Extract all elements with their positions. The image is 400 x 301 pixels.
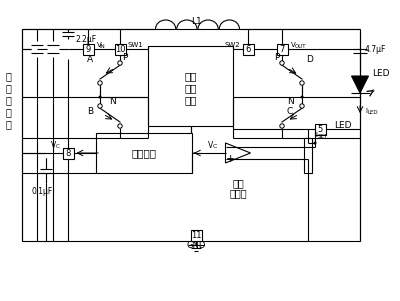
Circle shape bbox=[118, 61, 122, 65]
Text: P: P bbox=[274, 52, 280, 61]
Circle shape bbox=[314, 141, 316, 144]
Text: A: A bbox=[87, 55, 93, 64]
Text: IN: IN bbox=[100, 45, 106, 49]
Text: 7: 7 bbox=[279, 45, 285, 54]
Bar bbox=[304, 138, 312, 173]
Text: C: C bbox=[287, 107, 293, 116]
Circle shape bbox=[98, 81, 102, 85]
Circle shape bbox=[98, 104, 102, 108]
Text: N: N bbox=[109, 97, 115, 105]
Text: C: C bbox=[56, 144, 60, 150]
Text: 电: 电 bbox=[5, 107, 11, 117]
Text: 锂: 锂 bbox=[5, 71, 11, 81]
Polygon shape bbox=[226, 143, 250, 163]
Text: 子: 子 bbox=[5, 95, 11, 105]
Text: LED: LED bbox=[372, 69, 390, 77]
Text: 池: 池 bbox=[5, 119, 11, 129]
Text: 控制电路: 控制电路 bbox=[132, 148, 156, 158]
Text: I: I bbox=[365, 108, 367, 114]
Text: GND: GND bbox=[186, 241, 206, 250]
Circle shape bbox=[300, 81, 304, 85]
Text: V: V bbox=[291, 42, 296, 48]
Text: SET: SET bbox=[318, 135, 328, 139]
Bar bbox=[242, 44, 254, 54]
Circle shape bbox=[98, 95, 102, 98]
Bar bbox=[276, 44, 288, 54]
Text: V: V bbox=[51, 141, 56, 150]
Text: 电容: 电容 bbox=[184, 95, 197, 105]
Text: 栅极: 栅极 bbox=[184, 71, 197, 81]
Text: 4.7μF: 4.7μF bbox=[365, 45, 386, 54]
Bar bbox=[314, 123, 326, 135]
Polygon shape bbox=[352, 76, 368, 93]
Bar bbox=[96, 133, 192, 173]
Text: 驱动: 驱动 bbox=[184, 83, 197, 93]
Bar bbox=[82, 44, 94, 54]
Bar bbox=[148, 46, 233, 126]
Bar bbox=[190, 230, 202, 241]
Text: 8: 8 bbox=[65, 148, 71, 157]
Circle shape bbox=[280, 124, 284, 128]
Text: D: D bbox=[306, 55, 314, 64]
Circle shape bbox=[280, 61, 284, 65]
Text: OUT: OUT bbox=[295, 45, 306, 49]
Text: 10: 10 bbox=[115, 45, 125, 54]
Circle shape bbox=[300, 104, 304, 108]
Text: 5: 5 bbox=[317, 125, 323, 134]
Text: P: P bbox=[122, 52, 128, 61]
Text: V: V bbox=[208, 141, 213, 150]
Text: 放大器: 放大器 bbox=[229, 188, 247, 198]
Text: SW1: SW1 bbox=[128, 42, 144, 48]
Text: I: I bbox=[315, 132, 317, 138]
Bar bbox=[114, 44, 126, 54]
Text: 11: 11 bbox=[191, 231, 201, 240]
Text: 0.1μF: 0.1μF bbox=[32, 187, 53, 196]
Text: -: - bbox=[228, 142, 232, 152]
Text: 6: 6 bbox=[245, 45, 251, 54]
Bar bbox=[62, 147, 74, 159]
Text: LED: LED bbox=[334, 122, 352, 131]
Text: LED: LED bbox=[368, 110, 379, 116]
Circle shape bbox=[300, 95, 304, 98]
Text: 离: 离 bbox=[5, 83, 11, 93]
Text: 2.2μF: 2.2μF bbox=[76, 35, 97, 44]
Text: B: B bbox=[87, 107, 93, 116]
Text: SW2: SW2 bbox=[224, 42, 240, 48]
Text: 9: 9 bbox=[85, 45, 91, 54]
Text: V: V bbox=[97, 42, 102, 48]
Text: C: C bbox=[212, 144, 217, 150]
Text: N: N bbox=[287, 97, 293, 105]
Text: 误差: 误差 bbox=[232, 178, 244, 188]
Text: +: + bbox=[226, 154, 235, 164]
Text: L1: L1 bbox=[192, 17, 202, 26]
Circle shape bbox=[118, 124, 122, 128]
